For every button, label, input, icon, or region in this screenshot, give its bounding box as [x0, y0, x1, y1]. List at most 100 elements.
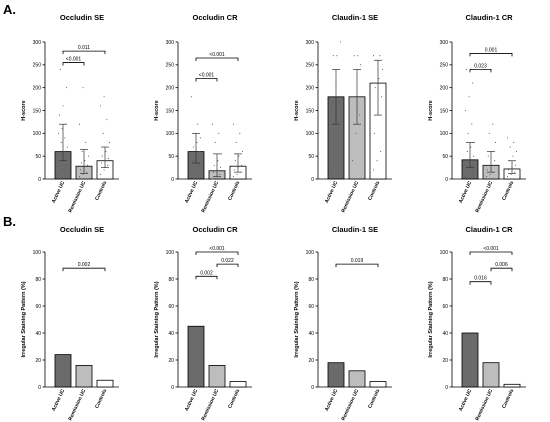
y-tick-label: 0	[311, 177, 314, 183]
data-point	[100, 162, 102, 164]
data-point	[78, 123, 81, 125]
data-point	[193, 132, 195, 134]
y-tick-label: 80	[308, 277, 314, 283]
significance-bracket	[469, 281, 492, 285]
data-point	[338, 123, 340, 125]
data-point	[238, 155, 240, 157]
data-point	[192, 146, 194, 148]
data-point	[237, 167, 239, 169]
data-point	[465, 68, 467, 70]
data-point	[464, 176, 467, 178]
data-point	[356, 77, 358, 80]
category-label: Controls	[367, 388, 381, 409]
data-point	[82, 173, 84, 175]
y-tick-label: 0	[445, 177, 448, 183]
y-tick-label: 300	[306, 40, 315, 46]
category-label: Controls	[227, 180, 241, 201]
category-label: Active UC	[51, 180, 67, 204]
category-label: Active UC	[324, 180, 340, 204]
data-point	[486, 169, 488, 171]
data-point	[466, 151, 468, 153]
charts-container: Occludin SEH-score050100150200250300Acti…	[21, 13, 526, 422]
y-tick-label: 50	[168, 154, 174, 160]
category-label: Controls	[501, 180, 515, 201]
data-point	[198, 164, 200, 166]
y-tick-label: 0	[311, 385, 314, 391]
data-point	[102, 132, 104, 134]
chart-3: Claudin-1 SE H-score 0 50 100 150 200 250 300 Act…	[294, 13, 392, 214]
p-value-label: 0.011	[78, 45, 90, 51]
data-point	[490, 164, 492, 166]
category-label: Remission UC	[201, 388, 221, 422]
significance-bracket	[469, 69, 492, 73]
category-label: Remission UC	[201, 180, 221, 214]
p-value-label: <0.001	[209, 246, 225, 252]
data-point	[470, 146, 472, 148]
y-tick-label: 300	[166, 40, 175, 46]
chart-title: Occludin SE	[60, 225, 104, 234]
data-point	[58, 114, 60, 116]
y-tick-label: 100	[306, 131, 315, 137]
data-point	[375, 59, 377, 61]
data-point	[471, 123, 473, 125]
y-tick-label: 100	[33, 250, 42, 256]
category-label: Active UC	[458, 180, 474, 204]
data-point	[508, 160, 510, 162]
data-point	[380, 151, 382, 153]
p-value-label: <0.001	[66, 57, 82, 63]
data-point	[235, 141, 237, 144]
data-point	[218, 132, 220, 134]
y-tick-label: 300	[33, 40, 42, 46]
y-tick-label: 100	[440, 250, 449, 256]
data-point	[107, 164, 109, 166]
y-tick-label: 100	[306, 250, 315, 256]
y-tick-label: 40	[442, 331, 448, 337]
category-label: Active UC	[51, 388, 67, 412]
y-tick-label: 100	[166, 250, 175, 256]
data-point	[63, 151, 65, 153]
data-point	[468, 173, 470, 175]
data-point	[85, 141, 87, 144]
data-point	[212, 171, 214, 173]
y-tick-label: 0	[38, 385, 41, 391]
data-point	[376, 160, 378, 162]
data-point	[220, 153, 223, 155]
category-label: Active UC	[184, 388, 200, 412]
data-point	[103, 96, 105, 98]
data-point	[359, 114, 361, 116]
category-label: Controls	[367, 180, 381, 201]
significance-bracket	[335, 263, 379, 268]
p-value-label: 0.023	[474, 63, 487, 69]
category-label: Remission UC	[68, 180, 88, 214]
chart-2: Occludin CR H-score 0 50 100 150 200 250 300 Acti…	[154, 13, 252, 214]
data-point	[491, 151, 493, 153]
chart-1: Occludin SE H-score 0 50 100 150 200 250 300 Acti…	[21, 13, 119, 214]
bar-1	[461, 332, 479, 388]
data-point	[234, 160, 236, 162]
y-tick-label: 150	[166, 108, 175, 114]
data-point	[78, 176, 81, 178]
data-point	[191, 160, 193, 162]
chart-title: Occludin SE	[60, 13, 104, 22]
data-point	[64, 137, 66, 139]
chart-title: Claudin-1 SE	[332, 13, 378, 22]
data-point	[214, 141, 216, 144]
y-tick-label: 60	[308, 304, 314, 310]
data-point	[66, 87, 68, 89]
data-point	[506, 176, 509, 178]
p-value-label: 0.022	[221, 258, 234, 264]
y-tick-label: 80	[168, 277, 174, 283]
data-point	[473, 155, 475, 157]
data-point	[493, 171, 495, 173]
y-tick-label: 50	[442, 154, 448, 160]
data-point	[353, 55, 355, 57]
data-point	[87, 164, 89, 166]
data-point	[473, 141, 476, 144]
data-point	[65, 123, 67, 125]
data-point	[336, 55, 338, 57]
data-point	[378, 77, 380, 80]
category-label: Remission UC	[341, 388, 361, 422]
data-point	[488, 132, 490, 134]
data-point	[61, 169, 63, 171]
y-tick-label: 80	[442, 277, 448, 283]
